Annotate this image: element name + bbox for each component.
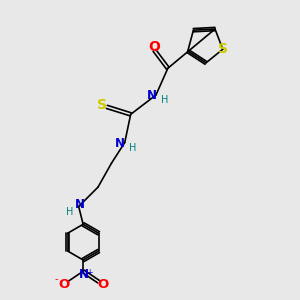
Text: N: N xyxy=(75,199,85,212)
Text: H: H xyxy=(160,95,168,105)
Text: +: + xyxy=(86,268,93,277)
Text: S: S xyxy=(218,42,228,56)
Text: N: N xyxy=(79,268,89,281)
Text: H: H xyxy=(66,207,74,217)
Text: O: O xyxy=(58,278,69,291)
Text: O: O xyxy=(148,40,160,54)
Text: O: O xyxy=(97,278,108,291)
Text: S: S xyxy=(97,98,106,112)
Text: N: N xyxy=(146,89,157,102)
Text: -: - xyxy=(55,274,58,284)
Text: H: H xyxy=(129,143,137,153)
Text: N: N xyxy=(115,137,125,150)
